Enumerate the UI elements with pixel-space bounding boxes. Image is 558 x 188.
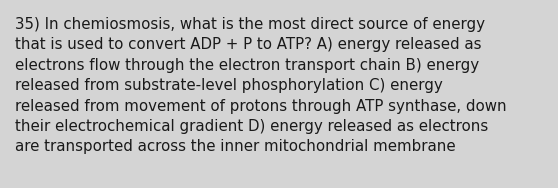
Text: 35) In chemiosmosis, what is the most direct source of energy
that is used to co: 35) In chemiosmosis, what is the most di… — [15, 17, 507, 154]
